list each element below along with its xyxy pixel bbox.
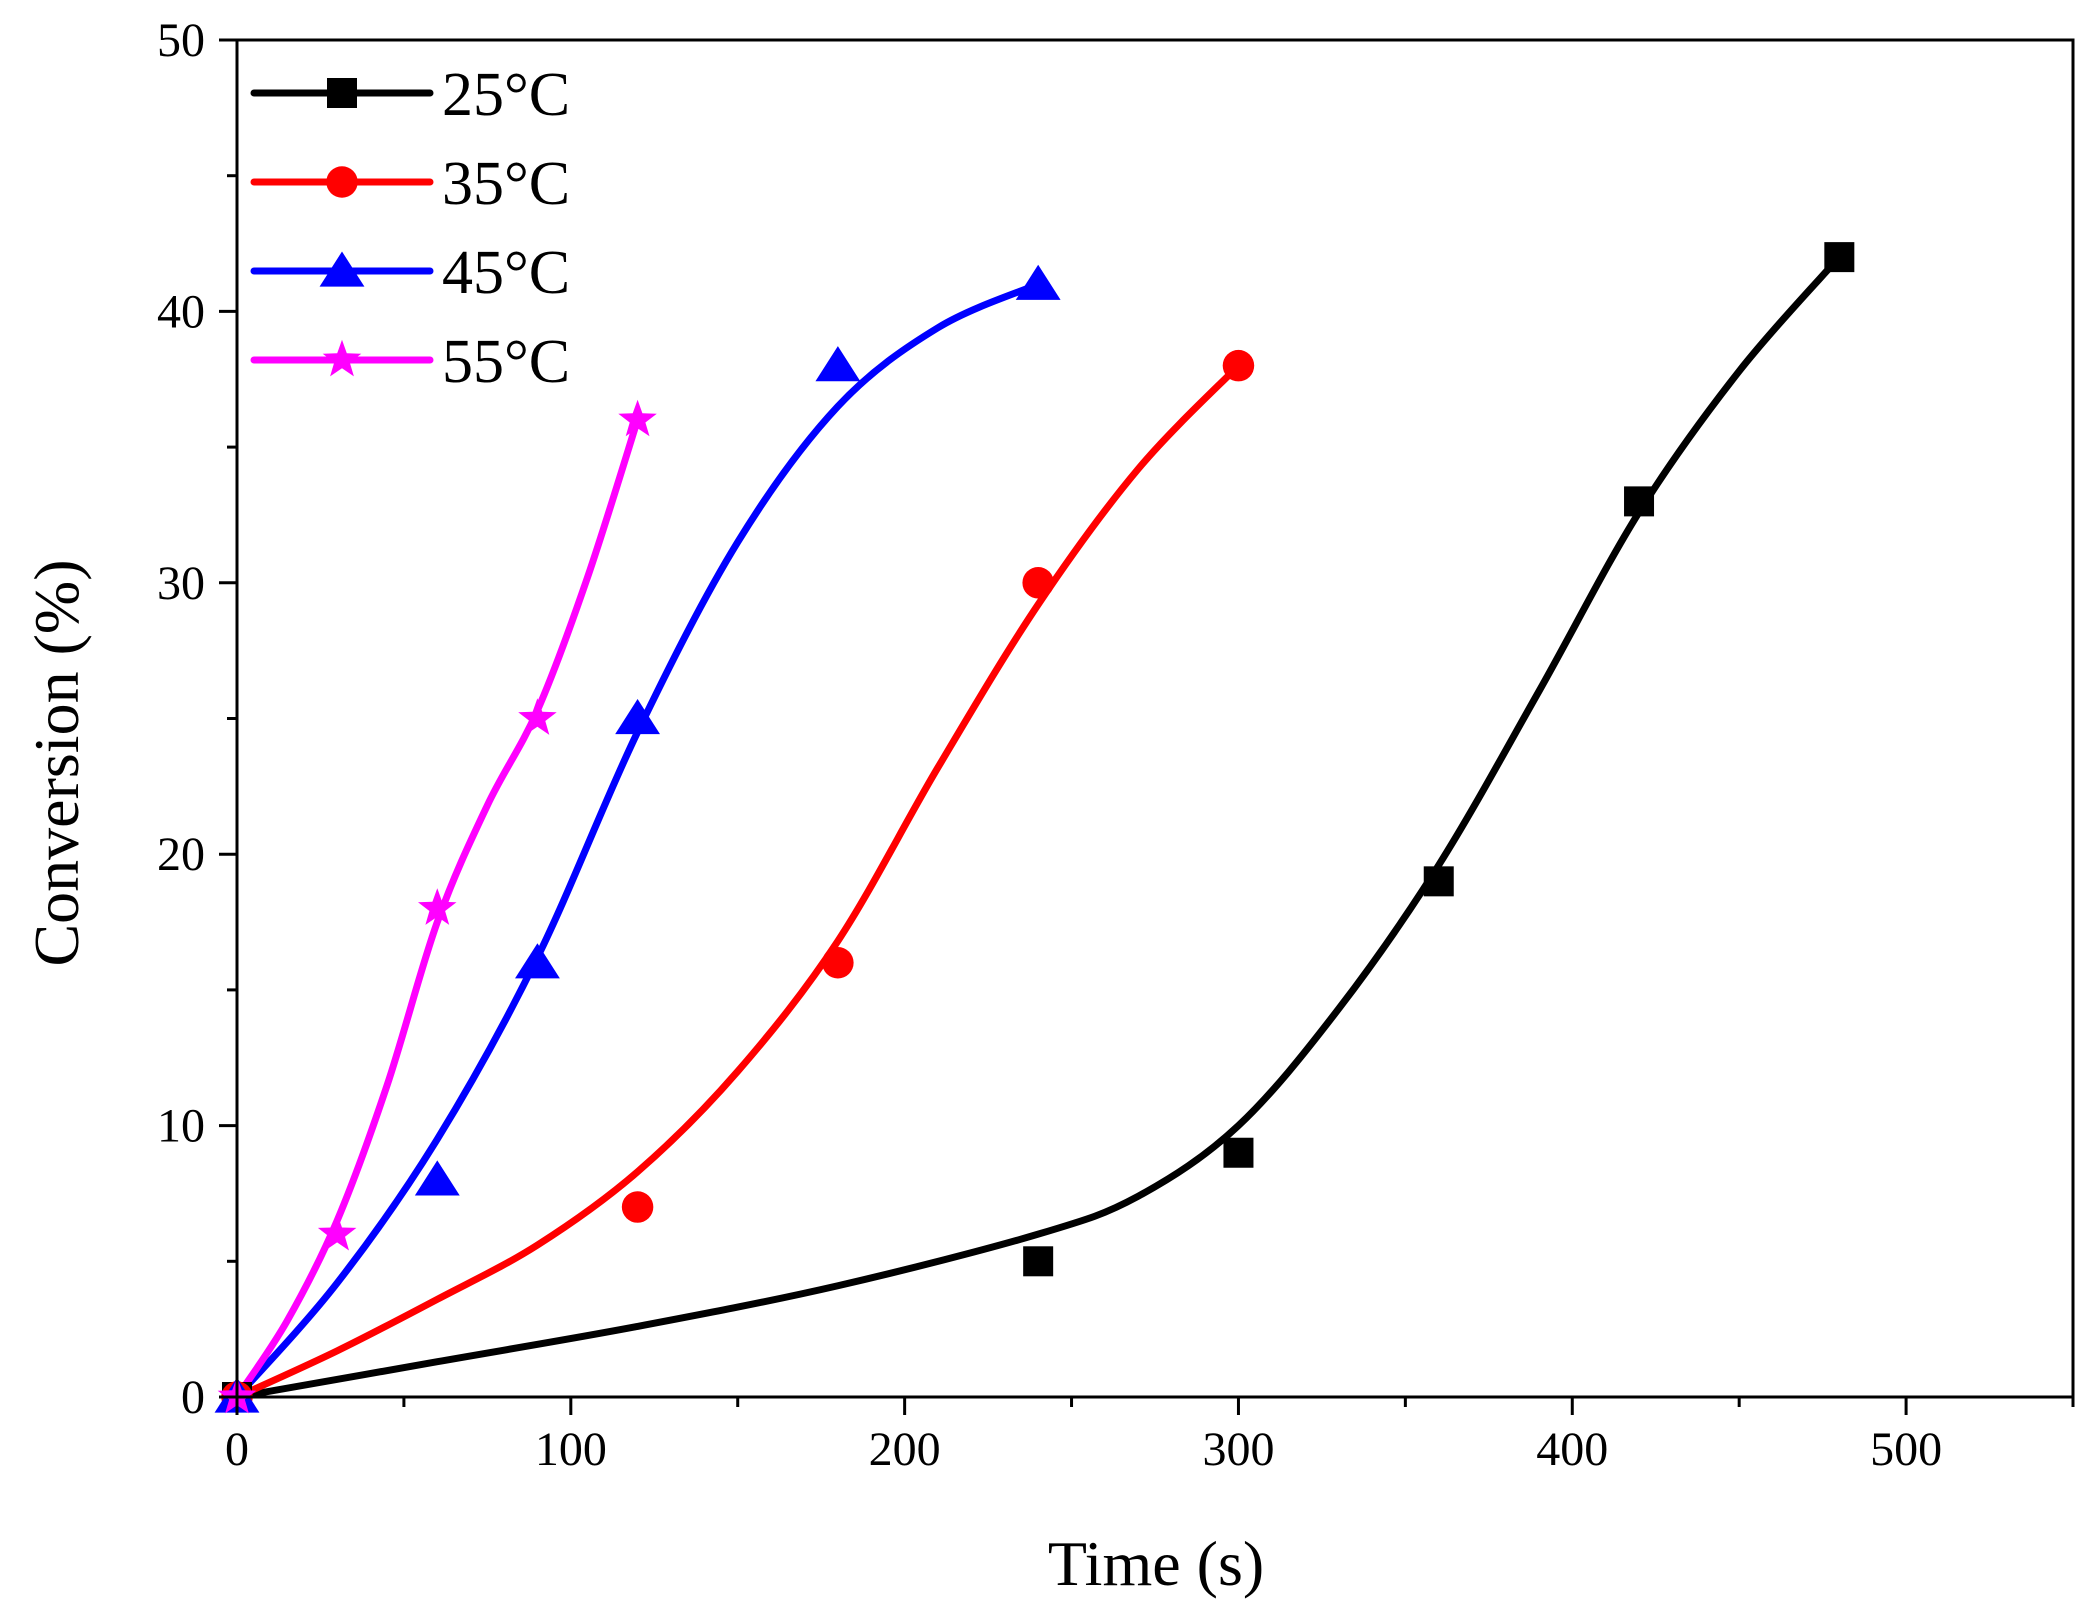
x-tick-label: 0 (225, 1423, 249, 1476)
data-point-s1-6 (1824, 242, 1855, 273)
data-point-s2-4 (1022, 567, 1054, 599)
legend-label-2: 35°C (442, 150, 570, 218)
data-point-s2-3 (822, 947, 854, 979)
legend-label-4: 55°C (442, 328, 570, 396)
x-tick-label: 200 (869, 1423, 941, 1476)
y-axis-title: Conversion (%) (21, 559, 92, 966)
y-tick-label: 0 (181, 1371, 205, 1424)
y-tick-label: 40 (157, 285, 205, 338)
series-line-3 (233, 280, 1042, 1401)
legend-marker-2 (326, 166, 358, 198)
x-axis-title: Time (s) (1048, 1528, 1264, 1599)
data-point-s3-2 (414, 1160, 460, 1196)
data-point-s4-2 (317, 1213, 357, 1251)
data-point-s4-4 (518, 698, 557, 735)
x-tick-label: 500 (1870, 1423, 1942, 1476)
data-point-s3-5 (815, 346, 861, 382)
legend-label-3: 45°C (442, 239, 570, 307)
data-point-s2-5 (1222, 349, 1255, 382)
data-point-s1-2 (1023, 1246, 1054, 1277)
data-point-s4-3 (418, 888, 457, 925)
data-point-s1-4 (1423, 866, 1454, 897)
series-line-2 (233, 362, 1242, 1401)
data-point-s3-4 (615, 699, 661, 735)
data-point-s3-6 (1015, 264, 1061, 300)
axes: 0 100 200 300 400 500 0 10 20 30 40 50 (157, 14, 2075, 1476)
data-point-s1-5 (1624, 486, 1655, 517)
x-tick-label: 300 (1202, 1423, 1274, 1476)
x-tick-label: 100 (535, 1423, 607, 1476)
y-tick-label: 20 (157, 828, 205, 881)
data-point-s4-5 (618, 399, 657, 437)
y-tick-label: 10 (157, 1100, 205, 1153)
data-point-s1-3 (1223, 1137, 1254, 1168)
y-tick-label: 30 (157, 557, 205, 610)
y-tick-label: 50 (157, 14, 205, 67)
legend-label-1: 25°C (442, 61, 570, 129)
legend-marker-1 (327, 78, 357, 108)
legend: 25°C 35°C 45°C 55°C (250, 61, 570, 396)
x-tick-label: 400 (1536, 1423, 1608, 1476)
series-line-4 (233, 416, 642, 1401)
data-point-s3-3 (515, 943, 560, 979)
legend-marker-3 (319, 251, 365, 287)
data-point-s2-2 (621, 1191, 654, 1223)
legend-marker-4 (322, 339, 362, 377)
